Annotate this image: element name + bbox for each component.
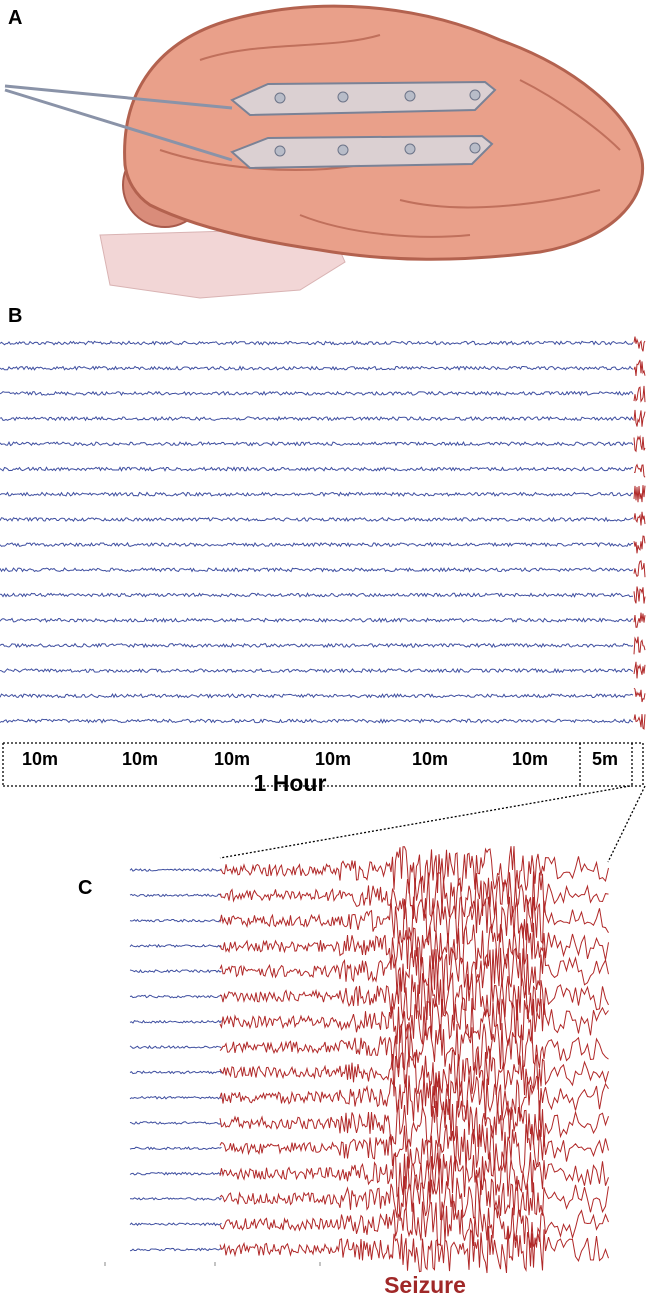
baseline-trace	[129, 893, 222, 898]
eeg-trace	[0, 567, 634, 573]
segment-label: 10m	[22, 749, 58, 769]
eeg-trace	[0, 365, 634, 371]
seizure-trace	[633, 535, 646, 554]
electrode-strip	[230, 134, 494, 170]
seizure-trace	[634, 463, 646, 478]
eeg-traces-c	[129, 846, 609, 1274]
seizure-trace	[219, 1023, 609, 1071]
eeg-trace	[0, 415, 634, 422]
baseline-trace	[129, 1247, 222, 1252]
baseline-trace	[129, 1171, 222, 1176]
seizure-trace	[633, 511, 646, 526]
segment-label: 10m	[412, 749, 448, 769]
eeg-trace	[0, 541, 634, 548]
seizure-trace	[633, 560, 646, 578]
time-bracket	[2, 742, 646, 863]
time-ticks	[104, 1262, 321, 1266]
eeg-trace	[0, 642, 634, 649]
panel-label: A	[8, 7, 22, 29]
eeg-trace	[0, 693, 634, 699]
eeg-trace	[0, 718, 634, 724]
segment-label: 10m	[214, 749, 250, 769]
wire	[4, 84, 233, 110]
segment-label: 10m	[512, 749, 548, 769]
eeg-trace	[0, 617, 634, 624]
electrode-contacts	[274, 89, 481, 157]
eeg-trace	[0, 440, 634, 447]
seizure-trace	[219, 1073, 609, 1122]
seizure-trace	[633, 336, 646, 352]
panel-label: C	[78, 877, 92, 899]
eeg-trace	[0, 390, 634, 397]
eeg-traces-b	[0, 336, 646, 730]
baseline-trace	[129, 994, 222, 999]
baseline-trace	[129, 1222, 222, 1227]
eeg-trace	[0, 592, 633, 598]
baseline-trace	[129, 969, 222, 974]
eeg-trace	[0, 667, 634, 674]
eeg-trace	[0, 491, 634, 498]
seizure-trace	[633, 714, 646, 730]
seizure-trace	[633, 661, 646, 679]
seizure-trace	[219, 1099, 609, 1147]
baseline-trace	[129, 1121, 222, 1125]
seizure-trace	[633, 385, 646, 403]
seizure-trace	[633, 612, 646, 628]
seizure-trace	[633, 636, 646, 655]
baseline-trace	[129, 1019, 222, 1024]
brain-illustration	[4, 4, 645, 299]
baseline-trace	[129, 868, 222, 872]
seizure-trace	[633, 485, 646, 503]
seizure-trace	[219, 1048, 609, 1097]
wire	[4, 88, 233, 162]
segment-label: 10m	[122, 749, 158, 769]
seizure-trace	[219, 1124, 609, 1173]
baseline-trace	[129, 1146, 222, 1151]
seizure-trace	[219, 922, 609, 970]
seizure-trace	[633, 409, 646, 427]
eeg-trace	[0, 340, 634, 346]
segment-label: 10m	[315, 749, 351, 769]
seizure-trace	[633, 687, 646, 703]
seizure-trace	[219, 996, 609, 1046]
seizure-trace	[633, 586, 646, 604]
electrode-strip	[230, 80, 497, 117]
cerebrum	[123, 4, 645, 261]
baseline-trace	[129, 918, 222, 923]
baseline-trace	[129, 943, 222, 948]
baseline-trace	[129, 1045, 222, 1050]
seizure-trace	[633, 434, 646, 453]
seizure-trace	[633, 359, 646, 376]
seizure-trace	[219, 846, 609, 894]
seizure-trace	[219, 1225, 609, 1274]
seizure-trace	[219, 1175, 609, 1221]
baseline-trace	[129, 1197, 222, 1201]
total-duration: 1 Hour	[254, 770, 327, 796]
seizure-trace	[219, 896, 609, 945]
eeg-trace	[0, 466, 634, 472]
baseline-trace	[129, 1070, 222, 1075]
eeg-trace	[0, 516, 634, 523]
seizure-label: Seizure	[384, 1272, 466, 1298]
seizure-trace	[219, 1199, 609, 1248]
baseline-trace	[129, 1095, 222, 1100]
segment-label: 5m	[592, 749, 618, 769]
seizure-trace	[219, 947, 609, 995]
panel-label: B	[8, 305, 22, 327]
